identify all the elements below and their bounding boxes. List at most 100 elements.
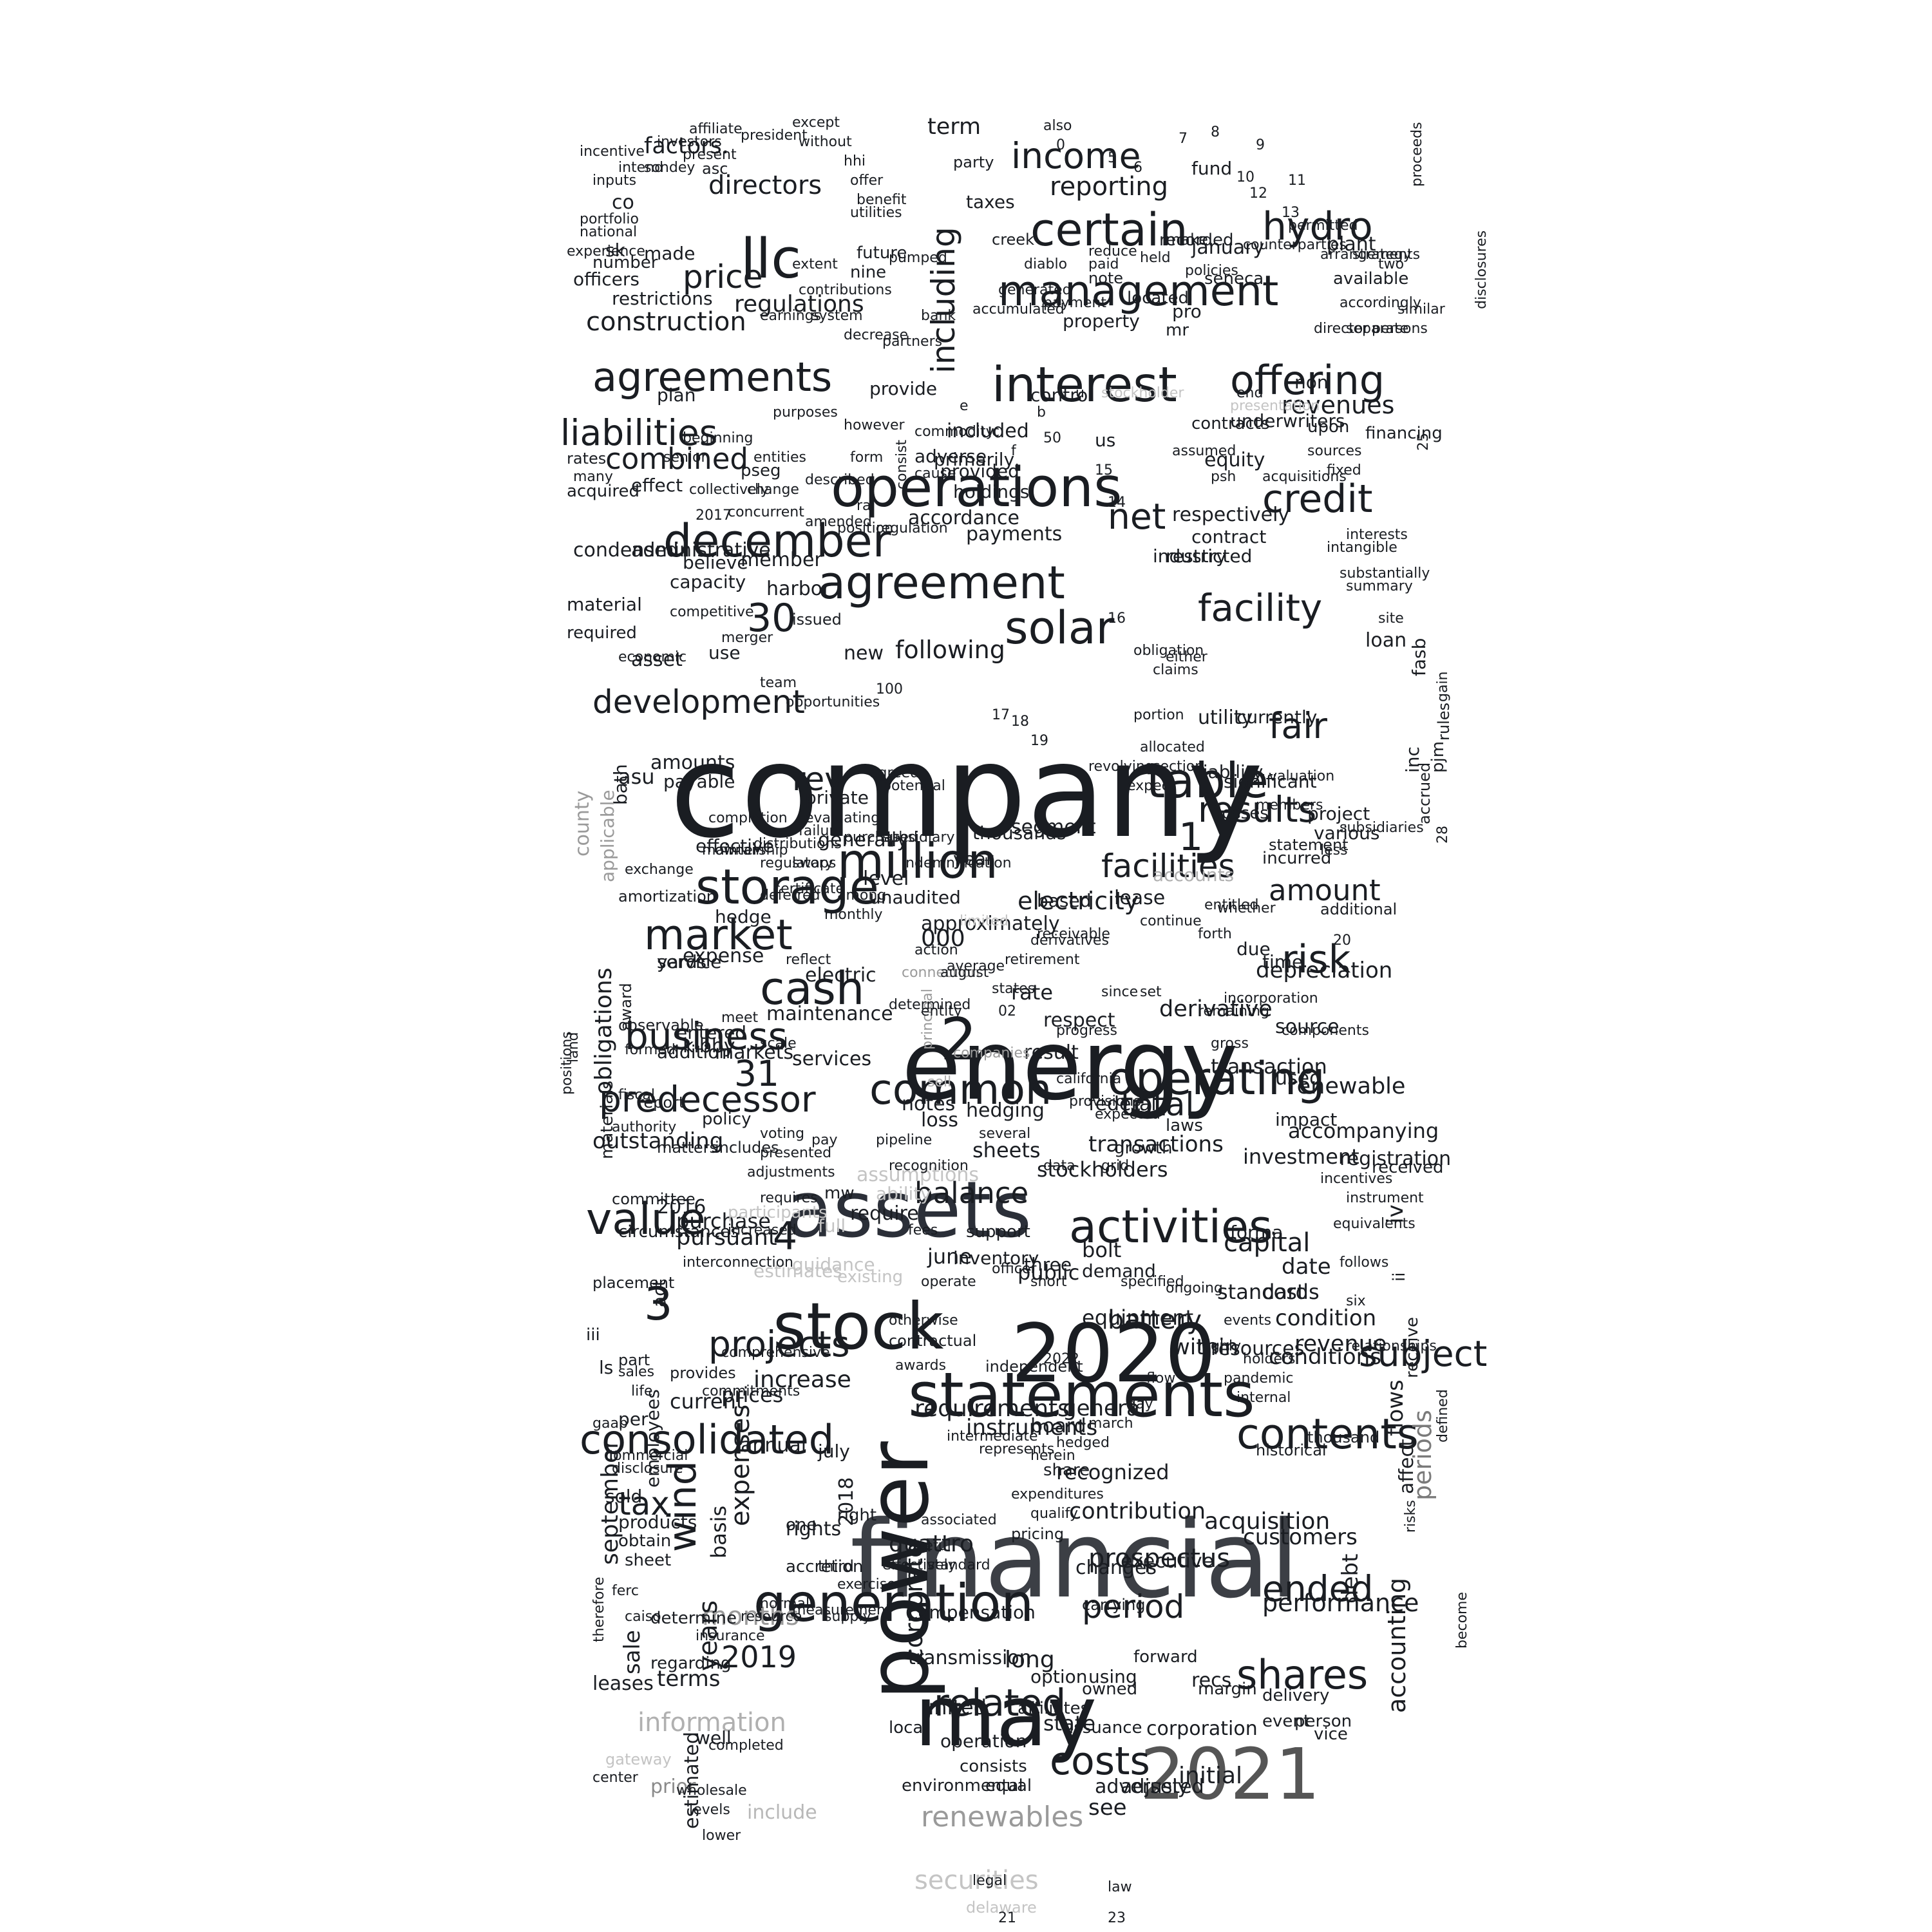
word-increased: increased — [728, 1222, 797, 1238]
word-business: business — [625, 1014, 788, 1058]
word-annual: annual — [741, 1434, 807, 1457]
word-customers: customers — [1243, 1524, 1358, 1550]
word-sales: sales — [618, 1364, 655, 1380]
word-proceeds: proceeds — [1409, 122, 1425, 187]
word-subject: subject — [1359, 1333, 1488, 1374]
word-ferc: ferc — [612, 1583, 639, 1599]
word-3: 3 — [644, 1278, 673, 1331]
word-iii: iii — [586, 1325, 600, 1345]
word-11: 11 — [1288, 173, 1306, 189]
word-impact: impact — [1275, 1109, 1338, 1130]
word-28: 28 — [1435, 826, 1451, 844]
word-holdings: holdings — [953, 481, 1030, 502]
word-owned: owned — [1082, 1680, 1138, 1699]
word-end: end — [1236, 385, 1264, 401]
word-prior: prior — [650, 1776, 696, 1798]
word-amount: amount — [1269, 873, 1381, 907]
word-consist: consist — [894, 439, 910, 489]
word-9: 9 — [1256, 137, 1265, 153]
word-county: county — [571, 790, 594, 857]
word-facilities: facilities — [1101, 848, 1235, 885]
word-two: two — [1378, 256, 1405, 272]
word-associated: associated — [921, 1512, 997, 1528]
word-placement: placement — [592, 1274, 675, 1292]
word-services: services — [792, 1048, 872, 1070]
word-insurance: insurance — [696, 1628, 765, 1644]
word-partners: partners — [882, 334, 943, 350]
word-delaware: delaware — [966, 1899, 1037, 1917]
word-contracts: contracts — [1191, 414, 1270, 433]
word-strategy: strategy — [1352, 247, 1412, 263]
word-regulatory: regulatory — [760, 855, 833, 871]
word-cost: cost — [1262, 1280, 1305, 1304]
word-asu: asu — [618, 764, 655, 789]
word-adjusted: adjusted — [1121, 1776, 1204, 1798]
word-indemnification: indemnification — [902, 855, 1012, 871]
word-sell: sell — [927, 1074, 952, 1090]
word-llc: llc — [741, 227, 801, 291]
word-laws: laws — [1166, 1116, 1203, 1135]
word-measurement: measurement — [792, 1602, 891, 1618]
word-liability: liability — [1198, 761, 1264, 782]
word-monthly: monthly — [824, 907, 883, 923]
word-separate: separate — [1346, 321, 1409, 337]
word-assumed: assumed — [1172, 443, 1236, 459]
word-present: present — [683, 147, 737, 163]
word-short: short — [1030, 1274, 1067, 1290]
word-period: period — [1082, 1588, 1185, 1625]
word-qualify: qualify — [1030, 1506, 1078, 1522]
word-obligations: obligations — [591, 967, 617, 1095]
word-change: change — [747, 482, 799, 498]
word-site: site — [1378, 611, 1404, 627]
word-provide: provide — [869, 378, 938, 399]
word-value: value — [586, 1194, 706, 1245]
word-recs: recs — [1191, 1669, 1232, 1692]
word-primarily: primarily — [934, 449, 1015, 470]
word-benefit: benefit — [857, 192, 907, 208]
word-6: 6 — [1133, 160, 1142, 176]
word-defined: defined — [1435, 1389, 1451, 1443]
word-inputs: inputs — [592, 173, 637, 189]
word-legal: legal — [972, 1873, 1007, 1889]
word-consists: consists — [960, 1757, 1027, 1776]
word-public: public — [1018, 1260, 1080, 1285]
word-forth: forth — [1198, 926, 1232, 942]
word-disclosure: disclosure — [612, 1461, 683, 1477]
word-state: state — [1043, 1711, 1096, 1736]
word-economic: economic — [618, 649, 687, 665]
word-formed: formed — [625, 1042, 676, 1058]
word-may: may — [914, 1667, 1097, 1765]
word-described: described — [805, 472, 875, 488]
word-purchase: purchase — [676, 1209, 771, 1233]
word-recorded: recorded — [1159, 231, 1234, 250]
word-voting: voting — [760, 1126, 805, 1142]
word-material: material — [567, 594, 642, 615]
word-administrative: administrative — [631, 539, 771, 562]
word-wholesale: wholesale — [676, 1783, 747, 1799]
word-yards: yards — [657, 951, 707, 972]
word-us: us — [1095, 430, 1116, 451]
word-regarding: regarding — [650, 1654, 732, 1673]
word-harbor: harbor — [766, 578, 831, 600]
word-normal: normal — [760, 1596, 810, 1612]
word-accordingly: accordingly — [1340, 295, 1421, 311]
word-credit: credit — [1262, 477, 1373, 522]
word-regulation: regulation — [876, 520, 948, 536]
word-payable: payable — [663, 771, 735, 792]
word-restrictions: restrictions — [612, 288, 713, 309]
word-contract: contract — [1191, 526, 1267, 547]
word-based: based — [1037, 890, 1092, 911]
word-sheets: sheets — [972, 1138, 1041, 1162]
word-average: average — [947, 958, 1005, 974]
word-gain: gain — [1435, 671, 1451, 702]
word-respectively: respectively — [1172, 504, 1290, 526]
word-adjustments: adjustments — [747, 1164, 835, 1180]
word-several: several — [979, 1126, 1031, 1142]
word-accumulated: accumulated — [972, 301, 1065, 317]
word-price: price — [683, 258, 763, 296]
word-increase: increase — [753, 1367, 851, 1393]
word-experience: experience — [567, 243, 645, 260]
word-21: 21 — [998, 1910, 1016, 1926]
word-management: management — [998, 267, 1279, 316]
